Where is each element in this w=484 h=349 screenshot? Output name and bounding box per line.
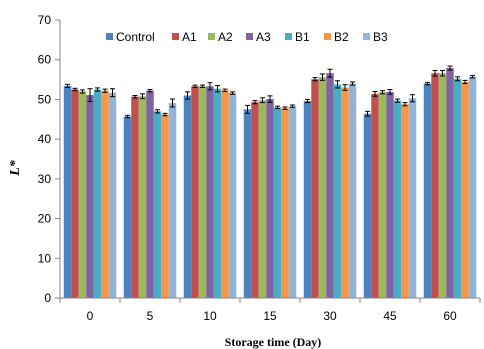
x-tick-label: 10 (203, 309, 217, 323)
y-axis: 0 10 20 30 40 50 60 70 (38, 13, 61, 305)
bar-control-day-45 (363, 113, 372, 299)
y-tick-label: 20 (38, 212, 52, 226)
bar-a3-day-5 (146, 90, 154, 298)
y-tick-label: 70 (38, 13, 52, 27)
bar-b1-day-5 (153, 111, 162, 298)
bar-b2-day-0 (101, 90, 109, 298)
bar-b2-day-10 (221, 90, 229, 299)
bar-a3-day-45 (386, 91, 394, 298)
legend-swatch (246, 33, 253, 40)
bar-b2-day-45 (401, 104, 409, 299)
y-tick-label: 0 (44, 291, 51, 305)
bar-b3-day-45 (408, 98, 417, 298)
bar-a1-day-0 (71, 89, 79, 298)
bar-b3-day-5 (168, 103, 177, 298)
x-tick-label: 60 (443, 309, 457, 323)
bar-b2-day-5 (161, 114, 169, 299)
bar-a1-day-15 (251, 102, 259, 298)
bars (63, 65, 477, 299)
bar-a2-day-45 (378, 92, 387, 298)
bar-a2-day-30 (318, 77, 327, 298)
legend-swatch (208, 33, 215, 40)
y-tick-label: 10 (38, 251, 52, 265)
bar-b1-day-45 (393, 100, 402, 299)
bar-a2-day-0 (78, 91, 87, 298)
x-tick-label: 45 (383, 309, 397, 323)
x-axis: 0 5 10 15 30 45 60 (59, 297, 481, 323)
bar-control-day-15 (243, 109, 252, 298)
bar-control-day-0 (63, 85, 72, 298)
legend-swatch (172, 33, 179, 40)
bar-control-day-5 (123, 116, 132, 299)
y-tick-label: 40 (38, 132, 52, 146)
legend-label: A2 (218, 30, 233, 44)
x-tick-label: 5 (147, 309, 154, 323)
y-tick-label: 30 (38, 172, 52, 186)
bar-a2-day-15 (258, 100, 267, 298)
legend-swatch (285, 33, 292, 40)
bar-a1-day-5 (131, 96, 139, 298)
bar-b2-day-30 (341, 87, 349, 298)
legend-label: A3 (256, 30, 271, 44)
bar-a3-day-0 (86, 95, 94, 298)
bar-a3-day-30 (326, 73, 334, 299)
legend-swatch (324, 33, 331, 40)
bar-a3-day-10 (206, 86, 214, 298)
x-tick-label: 30 (323, 309, 337, 323)
y-axis-title: L* (8, 159, 23, 177)
legend-label: A1 (182, 30, 197, 44)
bar-control-day-60 (423, 83, 432, 299)
bar-b1-day-15 (273, 107, 282, 298)
bar-a2-day-5 (138, 96, 147, 298)
bar-b1-day-60 (453, 78, 462, 298)
x-axis-title: Storage time (Day) (225, 335, 322, 349)
y-tick-label: 50 (38, 92, 52, 106)
legend-swatch (363, 33, 370, 40)
legend-label: B3 (373, 30, 388, 44)
bar-b3-day-60 (468, 76, 477, 298)
bar-b3-day-30 (348, 83, 357, 299)
bar-b2-day-15 (281, 108, 289, 298)
bar-control-day-10 (183, 95, 192, 298)
bar-a1-day-60 (431, 73, 439, 299)
legend-label: Control (116, 30, 155, 44)
bar-a1-day-10 (191, 86, 199, 298)
x-tick-label: 0 (87, 309, 94, 323)
bar-a3-day-15 (266, 99, 274, 298)
bar-b3-day-15 (288, 106, 297, 299)
y-tick-label: 60 (38, 53, 52, 67)
legend-label: B1 (295, 30, 310, 44)
bar-a3-day-60 (446, 68, 454, 298)
bar-a2-day-10 (198, 86, 207, 298)
x-tick-label: 15 (263, 309, 277, 323)
bar-b1-day-10 (213, 88, 222, 298)
bar-b3-day-0 (108, 92, 117, 298)
bar-a1-day-45 (371, 93, 379, 299)
legend-label: B2 (334, 30, 349, 44)
bar-control-day-30 (303, 101, 312, 298)
bar-b1-day-0 (93, 89, 102, 298)
legend: Control A1 A2 A3 B1 B2 B3 (106, 30, 388, 44)
legend-swatch (106, 33, 113, 40)
bar-a2-day-60 (438, 73, 447, 299)
bar-b3-day-10 (228, 93, 237, 299)
bar-a1-day-30 (311, 79, 319, 298)
bar-b1-day-30 (333, 84, 342, 298)
bar-b2-day-60 (461, 81, 469, 298)
